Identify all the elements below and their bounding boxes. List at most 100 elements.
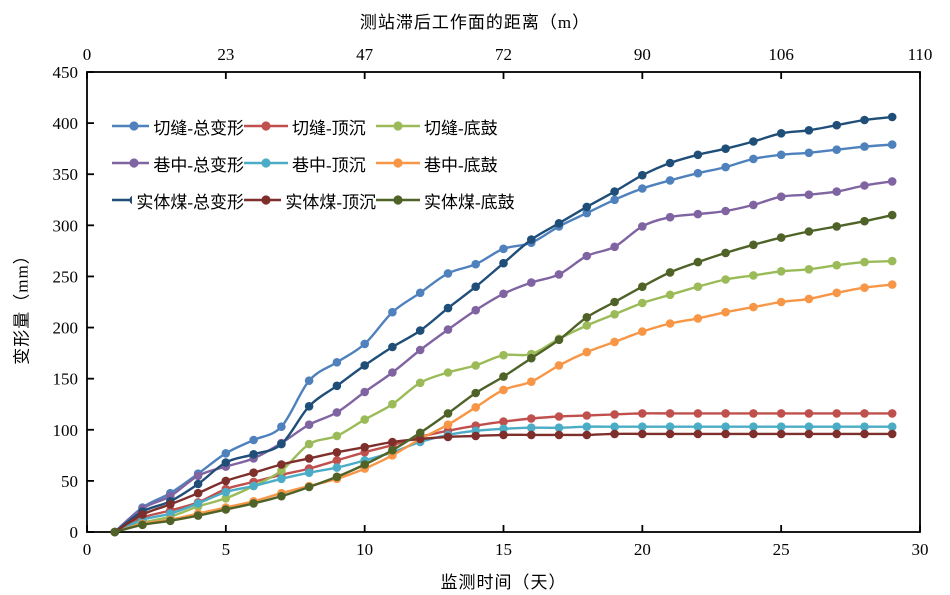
data-point-marker [249,450,258,459]
data-point-marker [360,339,370,349]
data-point-marker [693,168,703,178]
data-point-marker [527,353,536,363]
data-point-marker [804,126,814,135]
data-point-marker [887,429,897,439]
data-point-marker [249,499,258,508]
data-point-marker [638,282,647,292]
data-point-marker [499,372,508,381]
data-point-marker [304,439,314,449]
series-line [114,432,893,534]
data-point-marker [665,319,675,328]
left-tick-label: 150 [53,370,79,389]
data-point-marker [749,154,758,164]
bottom-axis-title: 监测时间（天） [440,573,567,592]
bottom-tick-label: 15 [495,540,512,559]
data-point-marker [721,162,730,172]
data-point-marker [721,248,730,258]
legend-item: 巷中-顶沉 [244,151,376,175]
series-实体煤-底鼓 [110,210,897,537]
legend-swatch [376,158,420,168]
legend-item: 巷中-底鼓 [376,151,515,175]
data-point-marker [665,212,675,222]
data-point-marker [166,516,175,526]
left-tick-label: 100 [53,421,79,440]
data-point-marker [415,434,425,444]
data-point-marker [776,267,786,276]
data-point-marker [527,235,536,244]
data-point-marker [582,202,592,212]
data-point-marker [610,410,619,419]
legend-item: 切缝-总变形 [112,114,244,138]
data-point-marker [360,460,370,469]
data-point-marker [804,294,814,304]
bottom-tick-label: 10 [356,540,373,559]
data-point-marker [193,511,203,520]
data-point-marker [138,510,147,519]
data-point-marker [443,269,453,278]
series-巷中-顶沉 [110,422,897,537]
data-point-marker [693,429,703,439]
data-point-marker [582,321,592,330]
top-tick-label: 0 [83,45,92,64]
data-point-marker [749,429,758,439]
legend-label: 巷中-顶沉 [292,155,366,175]
legend-swatch [112,195,133,205]
data-point-marker [249,435,258,445]
top-tick-label: 90 [634,45,651,64]
data-point-marker [832,429,841,439]
data-point-marker [832,409,841,418]
data-point-marker [749,200,758,210]
data-point-marker [554,335,564,345]
data-point-marker [693,314,703,323]
legend-item: 切缝-底鼓 [376,114,515,138]
data-point-marker [832,288,841,298]
data-point-marker [527,430,536,440]
data-point-marker [499,417,508,426]
data-point-marker [332,463,342,472]
legend-label: 切缝-底鼓 [424,118,498,138]
legend-item: 切缝-顶沉 [244,114,376,138]
data-point-marker [721,409,730,418]
data-point-marker [360,415,370,424]
bottom-tick-label: 0 [83,540,92,559]
data-point-marker [277,422,286,432]
data-point-marker [471,361,481,370]
legend-label: 巷中-底鼓 [424,155,498,175]
data-point-marker [415,428,425,438]
data-point-marker [415,378,425,388]
data-point-marker [832,222,841,231]
data-point-marker [166,509,175,518]
legend-swatch [244,195,282,205]
data-point-marker [332,358,342,367]
data-point-marker [443,368,453,377]
data-point-marker [221,449,231,458]
data-point-marker [443,420,453,430]
data-point-marker [388,368,397,377]
data-point-marker [527,278,536,287]
data-point-marker [443,432,453,442]
data-point-marker [471,259,481,269]
data-point-marker [499,289,508,299]
data-point-marker [388,437,397,447]
data-point-marker [610,297,619,307]
data-point-marker [776,429,786,439]
data-point-marker [804,429,814,439]
data-point-marker [804,190,814,199]
data-point-marker [332,381,342,391]
data-point-marker [527,377,536,387]
bottom-tick-label: 25 [773,540,790,559]
legend-item: 实体煤-底鼓 [376,188,515,212]
data-point-marker [221,458,231,467]
data-point-marker [610,429,619,439]
data-point-marker [638,298,647,308]
left-tick-label: 450 [53,63,79,82]
left-tick-label: 300 [53,216,79,235]
left-tick-label: 250 [53,267,79,286]
legend-marker [129,158,139,168]
data-point-marker [693,422,703,432]
data-point-marker [193,471,203,481]
data-point-marker [249,468,258,478]
data-point-marker [610,310,619,319]
data-point-marker [638,422,647,432]
